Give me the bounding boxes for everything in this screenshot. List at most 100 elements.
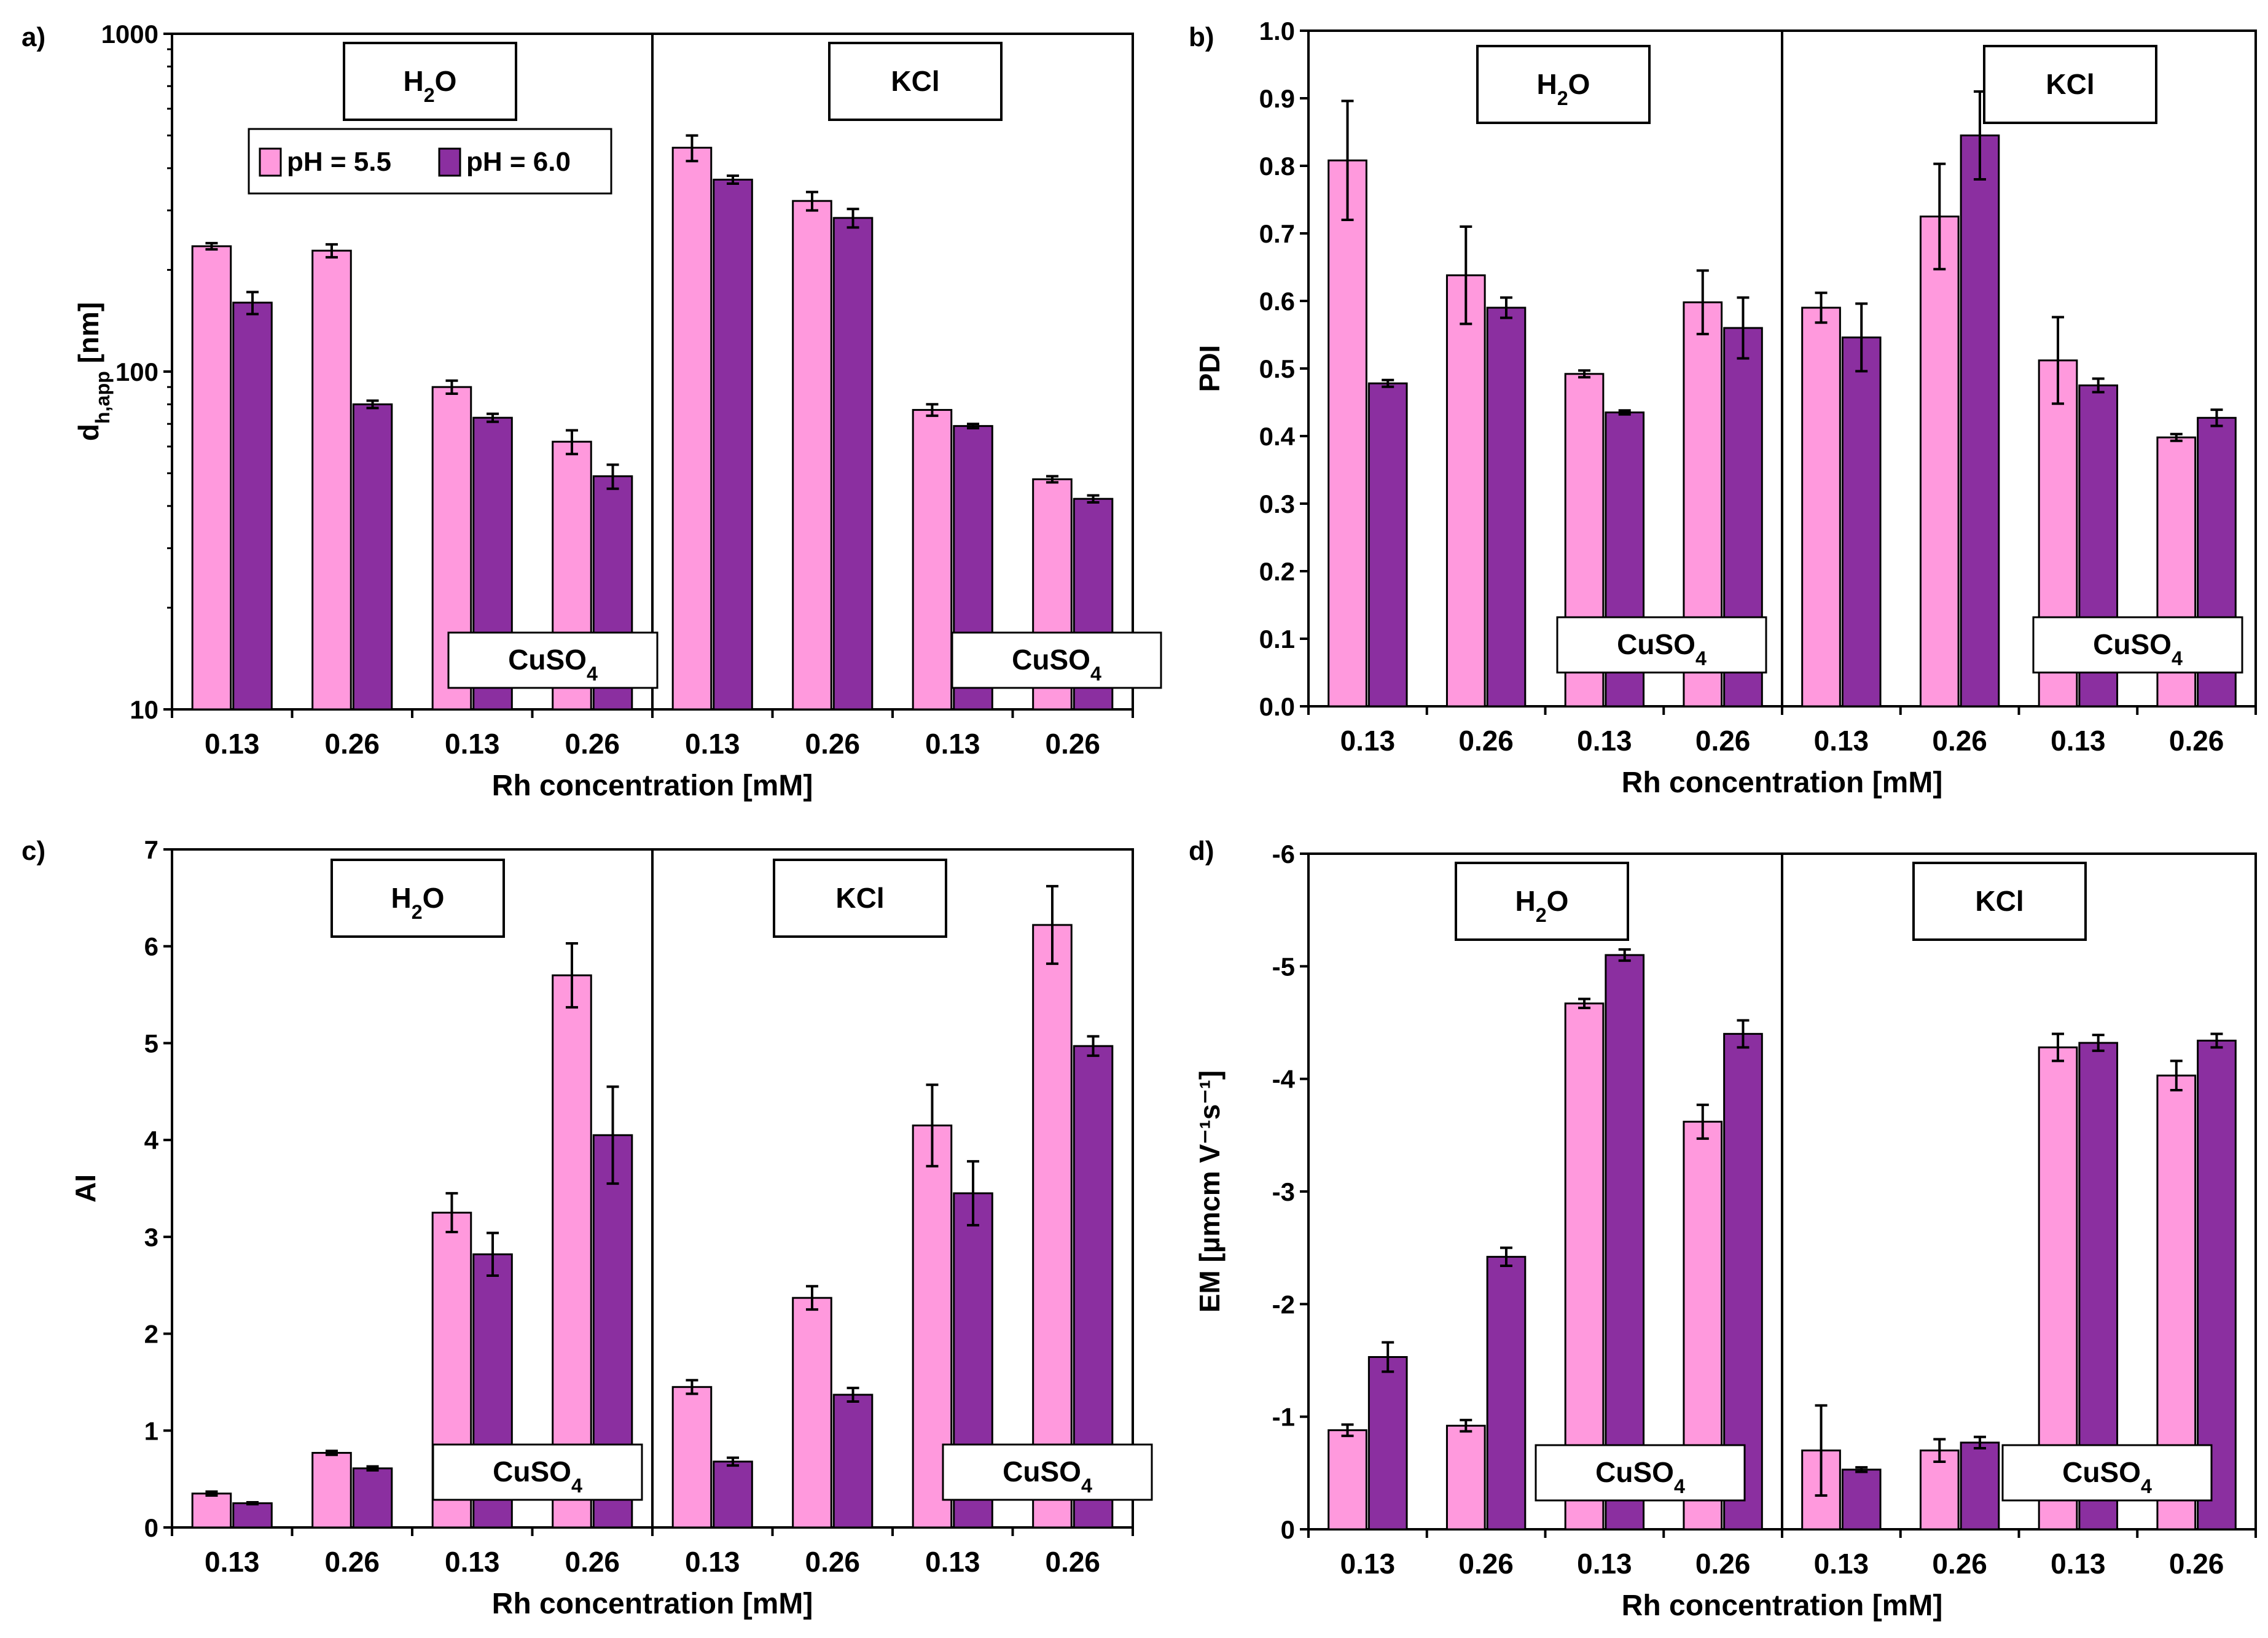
bar-ph55-4 (1801, 306, 1841, 708)
y-tick-label: 0 (1281, 1515, 1295, 1544)
x-tick-label: 0.26 (1045, 1546, 1100, 1578)
bar-ph60-1 (352, 1467, 393, 1529)
bar-ph60-0 (232, 1502, 273, 1529)
x-tick-label: 0.26 (805, 1546, 860, 1578)
bar-ph55-1 (1445, 274, 1486, 708)
group-title: KCl (2046, 68, 2094, 100)
panel-label: c) (22, 836, 45, 866)
y-tick-label: -4 (1272, 1065, 1296, 1094)
legend-box (248, 128, 612, 195)
bar-ph55-4 (671, 1386, 713, 1529)
y-tick-label: 10 (130, 695, 158, 724)
x-tick-label: 0.13 (205, 728, 260, 760)
chart-panel-d: d) 0 -1 -2 -3 -4 -5 -6 0.13 0.26 0.13 0.26 0.13 0.26 0… (1189, 836, 2257, 1622)
group-title: KCl (1975, 885, 2024, 917)
bar-ph60-2 (1605, 954, 1645, 1531)
group-title: H2O (1537, 68, 1590, 109)
subgroup-box (951, 631, 1162, 689)
x-axis-label: Rh concentration [mM] (1622, 1589, 1943, 1622)
x-tick-label: 0.13 (205, 1546, 260, 1578)
subgroup-box (1535, 1444, 1746, 1502)
bar-ph55-4 (671, 146, 713, 711)
y-axis-label-group: dh,app [nm] (72, 302, 114, 441)
x-tick-label: 0.26 (2169, 1548, 2224, 1580)
bar-ph60-0 (232, 302, 273, 711)
bar-ph55-0 (1328, 159, 1367, 708)
group-title-box (1983, 45, 2157, 124)
bar-ph60-1 (1486, 1255, 1527, 1531)
group-title: H2O (404, 65, 457, 106)
bar-ph60-4 (1841, 1468, 1882, 1531)
y-tick-label: 0.0 (1259, 692, 1295, 721)
x-tick-label: 0.13 (685, 1546, 740, 1578)
group-title-box (330, 859, 505, 938)
legend-swatch-ph60 (438, 147, 461, 177)
bar-ph60-4 (713, 178, 753, 711)
x-tick-label: 0.13 (445, 728, 500, 760)
group-title-box (773, 859, 947, 938)
x-axis-label: Rh concentration [mM] (492, 770, 813, 802)
bar-ph55-7 (1032, 924, 1073, 1529)
bar-ph60-5 (832, 217, 874, 711)
x-tick-label: 0.26 (1695, 725, 1751, 757)
subgroup-label: CuSO4 (2062, 1456, 2152, 1497)
x-tick-label: 0.13 (1577, 725, 1632, 757)
bar-ph55-0 (191, 1492, 232, 1529)
y-tick-label: 0.5 (1259, 354, 1295, 383)
y-axis-label-group: PDI (1194, 345, 1226, 392)
group-title-box (1912, 862, 2087, 941)
y-axis-label: AI (69, 1174, 101, 1203)
subgroup-box (1556, 616, 1767, 674)
subgroup-box (432, 1443, 643, 1501)
x-tick-label: 0.26 (1045, 728, 1100, 760)
bar-ph60-0 (1367, 1356, 1408, 1531)
x-tick-label: 0.26 (565, 1546, 620, 1578)
subgroup-label: CuSO4 (1012, 644, 1101, 685)
bar-ph55-1 (311, 1452, 352, 1529)
x-tick-label: 0.13 (925, 728, 980, 760)
subgroup-label: CuSO4 (493, 1456, 582, 1497)
bar-ph55-5 (1919, 216, 1960, 708)
y-tick-label: 0.4 (1259, 422, 1296, 451)
x-tick-label: 0.26 (324, 728, 380, 760)
y-axis-label: EM [µmcm V⁻¹s⁻¹] (1194, 1071, 1226, 1313)
bar-ph55-1 (311, 249, 352, 711)
x-tick-label: 0.26 (324, 1546, 380, 1578)
x-tick-label: 0.13 (685, 728, 740, 760)
legend-label-ph55: pH = 5.5 (287, 147, 391, 177)
group-title: H2O (1515, 885, 1569, 926)
group-title: H2O (391, 882, 445, 923)
y-tick-label: -1 (1272, 1403, 1295, 1432)
x-tick-label: 0.13 (925, 1546, 980, 1578)
bar-ph55-0 (191, 245, 232, 711)
group-title-box (343, 42, 517, 121)
chart-panel-c: c) 0 1 2 3 4 5 6 7 0.13 0.26 0.13 0.26 0.13 0.26 0.13 0.… (22, 835, 1153, 1620)
panel-label: b) (1189, 22, 1214, 52)
y-tick-label: -2 (1272, 1290, 1295, 1319)
y-axis-label-group: EM [µmcm V⁻¹s⁻¹] (1194, 1071, 1226, 1313)
x-tick-label: 0.13 (1814, 1548, 1869, 1580)
bar-ph60-5 (832, 1394, 874, 1529)
legend-swatch-ph55 (259, 147, 282, 177)
x-tick-label: 0.26 (1458, 725, 1514, 757)
bar-ph60-1 (352, 403, 393, 711)
y-axis-label: dh,app [nm] (72, 302, 114, 441)
bar-ph55-3 (552, 974, 592, 1529)
y-tick-label: 0.1 (1259, 625, 1295, 653)
subgroup-box (2001, 1444, 2213, 1502)
bar-ph60-4 (1841, 336, 1882, 708)
y-tick-label: 0.2 (1259, 557, 1295, 586)
group-title: KCl (891, 65, 939, 97)
bar-ph55-5 (792, 200, 832, 711)
y-tick-label: 0.3 (1259, 489, 1295, 518)
subgroup-label: CuSO4 (508, 644, 598, 685)
subgroup-box (447, 631, 659, 689)
x-tick-label: 0.26 (1458, 1548, 1514, 1580)
y-tick-label: 0 (144, 1513, 158, 1542)
legend-label-ph60: pH = 6.0 (466, 147, 571, 177)
subgroup-box (942, 1443, 1153, 1501)
y-tick-label: 6 (144, 932, 158, 961)
x-tick-label: 0.26 (1932, 725, 1987, 757)
x-tick-label: 0.13 (1577, 1548, 1632, 1580)
